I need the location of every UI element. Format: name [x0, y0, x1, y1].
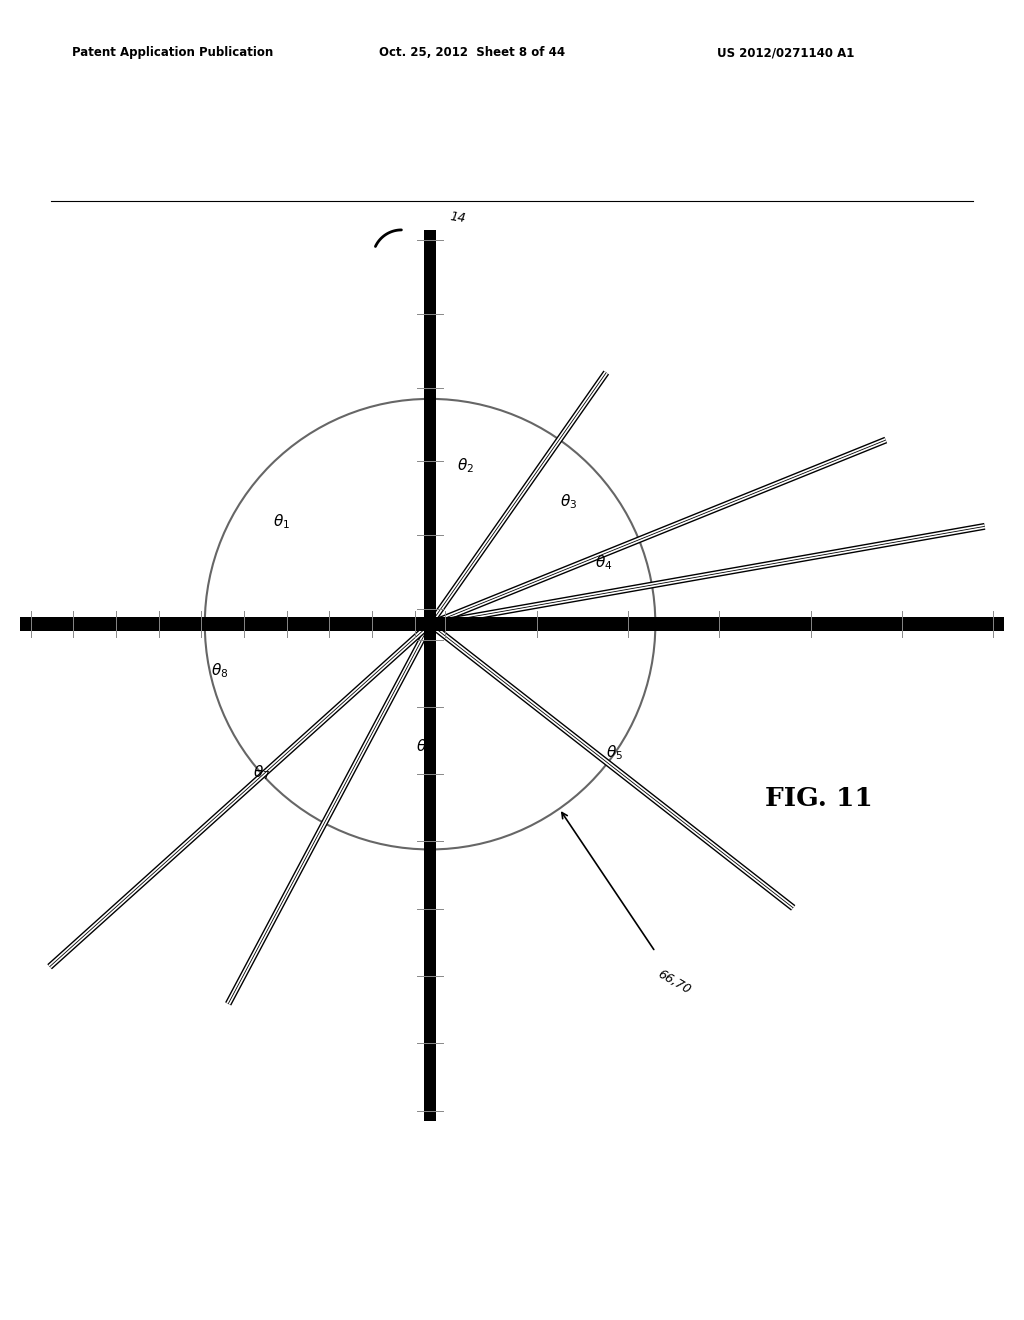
Text: FIG. 11: FIG. 11	[765, 785, 873, 810]
Text: $\theta_4$: $\theta_4$	[595, 553, 613, 572]
Bar	[20, 616, 1004, 631]
Text: 14: 14	[449, 210, 466, 224]
Text: $\theta_7$: $\theta_7$	[253, 763, 269, 781]
Text: 66,70: 66,70	[655, 968, 693, 997]
Text: $\theta_2$: $\theta_2$	[458, 457, 474, 475]
Text: US 2012/0271140 A1: US 2012/0271140 A1	[717, 46, 854, 59]
Text: Oct. 25, 2012  Sheet 8 of 44: Oct. 25, 2012 Sheet 8 of 44	[379, 46, 565, 59]
Text: $\theta_3$: $\theta_3$	[560, 492, 577, 511]
Text: Patent Application Publication: Patent Application Publication	[72, 46, 273, 59]
Text: $\theta_1$: $\theta_1$	[273, 512, 290, 531]
Text: $\theta_6$: $\theta_6$	[416, 738, 434, 756]
Text: $\theta_8$: $\theta_8$	[212, 661, 228, 680]
Text: $\theta_5$: $\theta_5$	[606, 743, 623, 762]
Bar	[424, 230, 436, 1121]
